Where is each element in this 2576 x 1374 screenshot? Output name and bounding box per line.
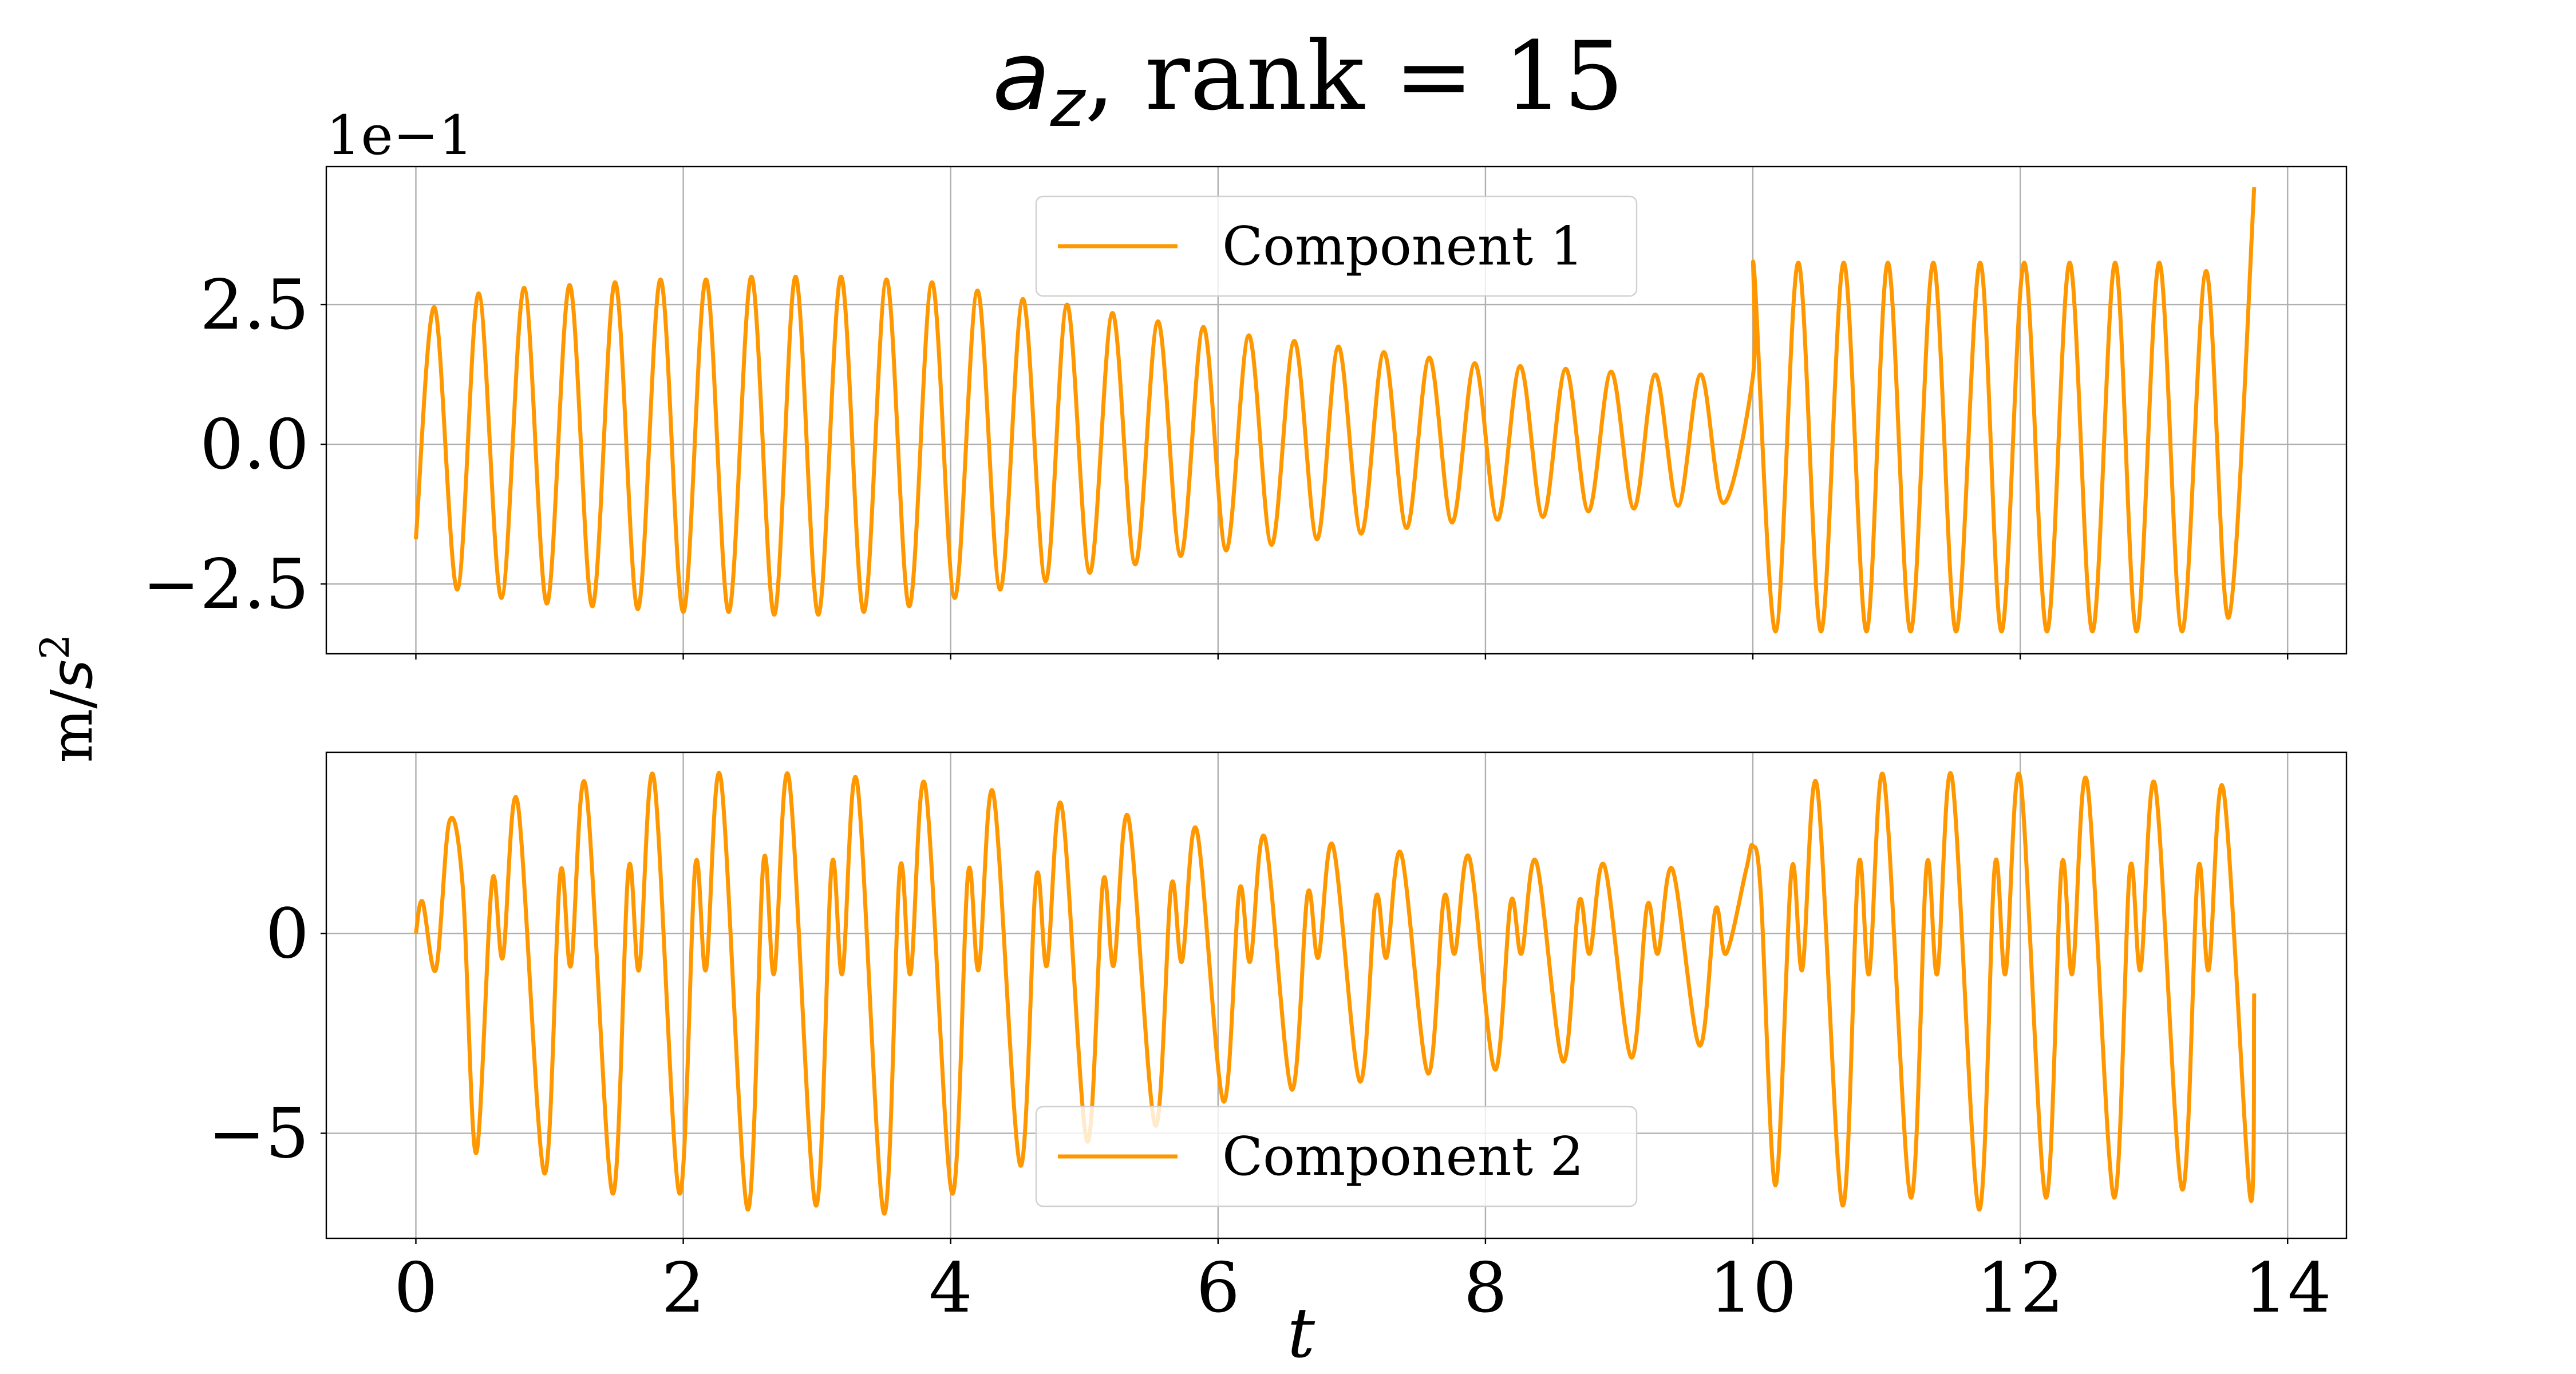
y-tick-label: 0.0	[200, 405, 309, 485]
x-tick-label: 8	[1464, 1249, 1507, 1328]
x-axis-label: t	[1287, 1294, 1315, 1373]
y-tick-label: −5	[208, 1095, 309, 1174]
y-axis-label: m/s2	[31, 634, 105, 763]
x-tick-label: 2	[661, 1249, 705, 1328]
data-line	[414, 771, 2257, 1215]
legend-label: Component 1	[1222, 215, 1584, 277]
x-tick-label: 10	[1709, 1249, 1797, 1328]
y-tick-label: −2.5	[143, 545, 309, 625]
legend-label: Component 2	[1222, 1126, 1584, 1187]
x-tick-label: 4	[929, 1249, 973, 1328]
offset-text: 1e−1	[326, 104, 473, 167]
x-tick-label: 6	[1196, 1249, 1240, 1328]
title-subscript: z	[1050, 65, 1086, 142]
x-tick-label: 0	[394, 1249, 437, 1328]
legend-box	[1035, 195, 1638, 297]
x-tick-label: 14	[2244, 1249, 2332, 1328]
ylabel-superscript: 2	[31, 634, 78, 660]
ylabel-symbol: s	[38, 660, 105, 689]
y-tick-label: 2.5	[200, 266, 309, 345]
axes-frame	[325, 751, 2348, 1239]
title-symbol: a	[993, 21, 1050, 131]
data-line	[413, 187, 2257, 634]
ylabel-text: m/	[38, 689, 105, 763]
figure-title: az, rank = 15	[993, 21, 1624, 142]
x-tick-label: 12	[1977, 1249, 2064, 1328]
axes-frame	[325, 165, 2348, 655]
title-text: , rank = 15	[1085, 21, 1624, 131]
legend-box	[1035, 1105, 1638, 1207]
y-tick-label: 0	[266, 895, 309, 974]
